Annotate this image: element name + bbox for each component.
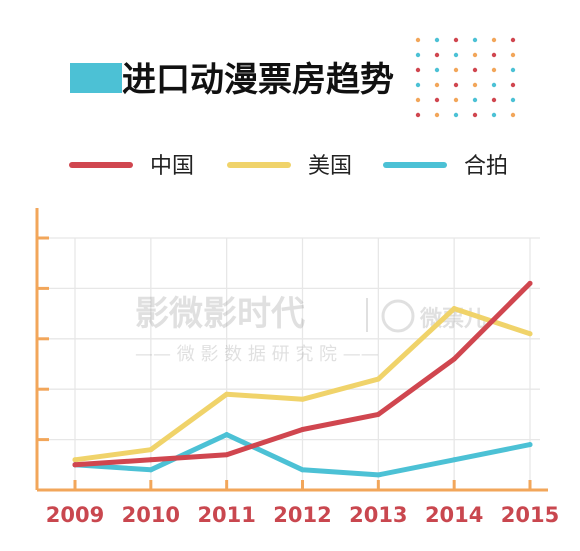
legend-label: 美国 [308,154,352,179]
legend-label: 合拍 [464,154,508,179]
decorative-dot [510,52,516,58]
decorative-dot [415,52,421,58]
decorative-dot [472,52,478,58]
watermark-logo-icon [381,299,415,333]
x-tick-label: 2013 [349,503,407,527]
decorative-dot [472,112,478,118]
decorative-dot [510,112,516,118]
watermark-brand: 影微影时代 [135,294,305,334]
decorative-dot [491,37,497,43]
decorative-dot [472,97,478,103]
decorative-dot [415,67,421,73]
decorative-dot [491,52,497,58]
data-point [300,396,305,402]
data-point [451,356,457,362]
decorative-dot [510,67,516,73]
decorative-dot [491,112,497,118]
x-tick-labels: 2009 2010 2011 2012 2013 2014 2015 [46,503,559,527]
x-tick-label: 2010 [122,503,180,527]
decorative-dot [453,52,459,58]
decorative-dot [434,82,440,88]
data-point [224,391,230,397]
series-layer [72,280,533,478]
data-point [375,411,381,417]
data-point [300,427,305,433]
decorative-dot [434,37,440,43]
data-point [451,306,457,312]
data-point [148,447,154,453]
data-point [527,442,533,448]
data-point [451,457,457,463]
decorative-dot [510,37,516,43]
data-point [224,452,230,458]
x-tick-label: 2015 [501,503,559,527]
decorative-dot [472,37,478,43]
decorative-dot [415,82,421,88]
decorative-dot [434,112,440,118]
legend-label: 中国 [150,154,194,179]
data-point [527,331,533,337]
decorative-dot [472,67,478,73]
decorative-dot [434,67,440,73]
chart-title: 进口动漫票房趋势 [122,60,394,100]
watermark: 影微影时代 微票儿 —— 微 影 数 据 研 究 院 —— [135,294,486,365]
data-point [148,457,154,463]
decorative-dot [415,37,421,43]
axes [35,208,548,492]
watermark-subtitle: —— 微 影 数 据 研 究 院 —— [135,344,379,365]
x-tick-label: 2012 [273,503,331,527]
decorative-dot [453,97,459,103]
data-point [375,376,381,382]
decorative-dot [491,82,497,88]
data-point [300,467,305,473]
x-tick-label: 2009 [46,503,104,527]
data-point [148,467,154,473]
data-point [72,462,78,468]
decorative-dot-pattern [415,37,516,118]
title-accent-bar [70,63,122,93]
decorative-dot [415,112,421,118]
decorative-dot [472,82,478,88]
decorative-dot [491,97,497,103]
x-tick-label: 2011 [197,503,255,527]
decorative-dot [510,97,516,103]
data-point [72,457,78,463]
decorative-dot [453,82,459,88]
decorative-dot [491,67,497,73]
decorative-dot [434,97,440,103]
decorative-dot [434,52,440,58]
decorative-dot [453,37,459,43]
x-tick-label: 2014 [425,503,483,527]
decorative-dot [453,67,459,73]
decorative-dot [453,112,459,118]
legend: 中国 美国 合拍 [69,154,508,179]
data-point [527,280,533,286]
grid [37,237,540,491]
decorative-dot [510,82,516,88]
data-point [224,432,230,438]
decorative-dot [415,97,421,103]
data-point [375,472,381,478]
